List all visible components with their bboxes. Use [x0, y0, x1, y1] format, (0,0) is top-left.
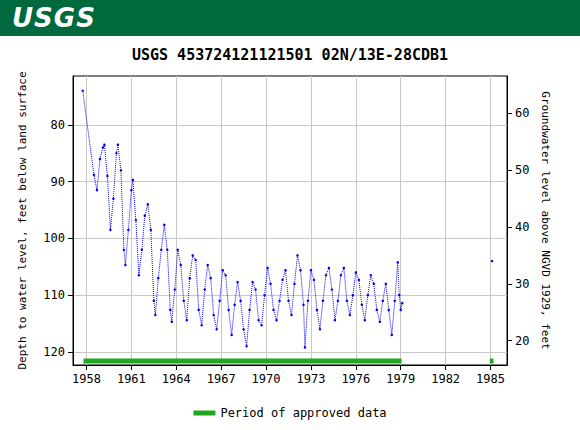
svg-text:40: 40	[515, 220, 529, 234]
svg-text:Groundwater level above NGVD 1: Groundwater level above NGVD 1929, feet	[539, 91, 552, 349]
svg-text:1958: 1958	[72, 372, 101, 386]
html-text:USGS: USGS	[12, 3, 96, 33]
svg-text:110: 110	[43, 288, 65, 302]
svg-text:Period of approved data: Period of approved data	[220, 406, 386, 420]
svg-text:60: 60	[515, 106, 529, 120]
svg-text:50: 50	[515, 163, 529, 177]
svg-text:1985: 1985	[476, 372, 505, 386]
svg-text:30: 30	[515, 277, 529, 291]
svg-text:1973: 1973	[296, 372, 325, 386]
svg-text:20: 20	[515, 334, 529, 348]
svg-text:1961: 1961	[117, 372, 146, 386]
svg-text:90: 90	[51, 175, 65, 189]
svg-text:1976: 1976	[341, 372, 370, 386]
svg-text:120: 120	[43, 345, 65, 359]
svg-text:100: 100	[43, 231, 65, 245]
svg-text:Depth to water level, feet bel: Depth to water level, feet below land su…	[16, 71, 29, 369]
svg-text:1982: 1982	[431, 372, 460, 386]
svg-text:1967: 1967	[207, 372, 236, 386]
svg-text:1970: 1970	[252, 372, 281, 386]
svg-text:80: 80	[51, 118, 65, 132]
svg-text:1964: 1964	[162, 372, 191, 386]
svg-text:1979: 1979	[386, 372, 415, 386]
svg-text:USGS 453724121121501 02N/13E-2: USGS 453724121121501 02N/13E-28CDB1	[132, 46, 448, 64]
